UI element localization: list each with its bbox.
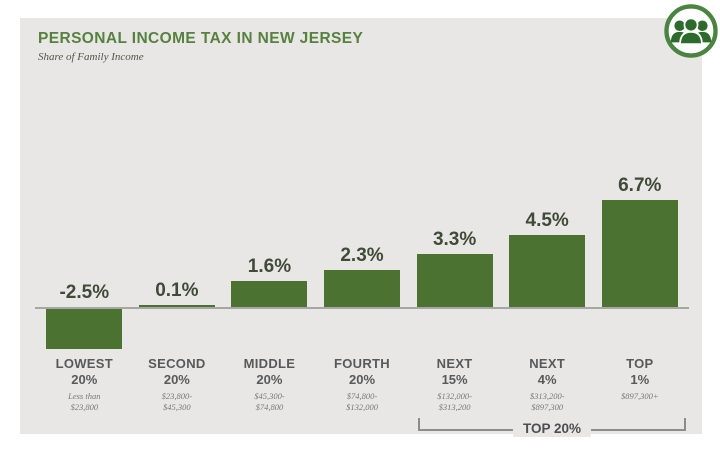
category-share: 20% (349, 372, 376, 387)
category-column: LOWEST 20% Less than $23,800 (38, 356, 131, 412)
bar-column: 1.6% (223, 168, 316, 360)
category-share: 1% (630, 372, 650, 387)
bar-value-label: 6.7% (618, 175, 662, 196)
bar (46, 309, 123, 349)
income-range-line: $45,300 (163, 401, 191, 412)
category-name: LOWEST (55, 356, 113, 371)
bar-value-label: 4.5% (525, 210, 569, 231)
category-column: NEXT 4% $313,200- $897,300 (501, 356, 594, 412)
category-name: TOP (626, 356, 654, 371)
income-range: $45,300- $74,800 (223, 391, 316, 412)
category-column: MIDDLE 20% $45,300- $74,800 (223, 356, 316, 412)
income-range-line: $23,800- (161, 391, 193, 401)
category-column: NEXT 15% $132,000- $313,200 (408, 356, 501, 412)
chart-card (20, 18, 702, 434)
bar-column: 0.1% (131, 168, 224, 360)
bar-value-label: 1.6% (247, 256, 292, 277)
income-range: $74,800- $132,000 (316, 391, 409, 412)
bar (601, 200, 678, 307)
bar (324, 270, 401, 307)
category-column: FOURTH 20% $74,800- $132,000 (316, 356, 409, 412)
people-group-icon (664, 4, 718, 58)
category-name: SECOND (148, 356, 206, 371)
income-range-line: $897,300 (531, 401, 564, 412)
income-range: $23,800- $45,300 (131, 391, 224, 412)
bar-column: -2.5% (38, 168, 131, 360)
category-labels: LOWEST 20% Less than $23,800 SECOND 20% $23,80… (38, 356, 686, 412)
top-20-bracket-label: TOP 20% (512, 421, 592, 437)
bar (231, 281, 308, 307)
bar-value-label: 2.3% (340, 245, 384, 266)
income-range-line: $897,300+ (620, 391, 659, 401)
bar-column: 6.7% (593, 168, 686, 360)
income-range-line: $74,800- (346, 391, 378, 401)
income-range: $132,000- $313,200 (408, 391, 501, 412)
bar-value-label: 0.1% (155, 280, 199, 301)
top-20-bracket: TOP 20% (418, 418, 686, 437)
category-name: FOURTH (334, 356, 390, 371)
zero-baseline (35, 307, 689, 309)
category-share: 20% (256, 372, 283, 387)
category-share: 20% (163, 372, 190, 387)
bar-column: 4.5% (501, 168, 594, 360)
income-range-line: $313,200 (438, 401, 471, 412)
category-column: SECOND 20% $23,800- $45,300 (131, 356, 224, 412)
bar (416, 254, 493, 307)
bar (138, 305, 215, 307)
category-column: TOP 1% $897,300+ (593, 356, 686, 412)
income-range-line: $45,300- (254, 391, 285, 401)
category-share: 4% (537, 372, 557, 387)
income-range-line: $313,200- (529, 391, 565, 401)
chart-title: PERSONAL INCOME TAX IN NEW JERSEY (38, 30, 364, 47)
category-share: 20% (71, 372, 98, 387)
bar-chart-plot-area: -2.5% 0.1% 1.6% 2.3% 3.3% 4.5% 6.7% (35, 168, 689, 360)
category-share: 15% (441, 372, 468, 387)
bar-column: 2.3% (316, 168, 409, 360)
bar-value-label: -2.5% (59, 282, 110, 303)
income-range: Less than $23,800 (38, 391, 131, 412)
income-range: $897,300+ (593, 391, 686, 402)
income-range-line: $23,800 (70, 401, 99, 412)
income-range-line: $74,800 (255, 401, 284, 412)
income-range-line: $132,000- (437, 391, 472, 401)
bar (509, 235, 586, 307)
category-name: MIDDLE (243, 356, 296, 371)
bar-value-label: 3.3% (432, 229, 477, 250)
category-name: NEXT (529, 356, 566, 371)
income-range-line: $132,000 (346, 401, 378, 412)
income-range: $313,200- $897,300 (501, 391, 594, 412)
chart-subtitle: Share of Family Income (38, 51, 144, 63)
income-range-line: Less than (68, 391, 101, 401)
category-name: NEXT (436, 356, 473, 371)
bar-column: 3.3% (408, 168, 501, 360)
